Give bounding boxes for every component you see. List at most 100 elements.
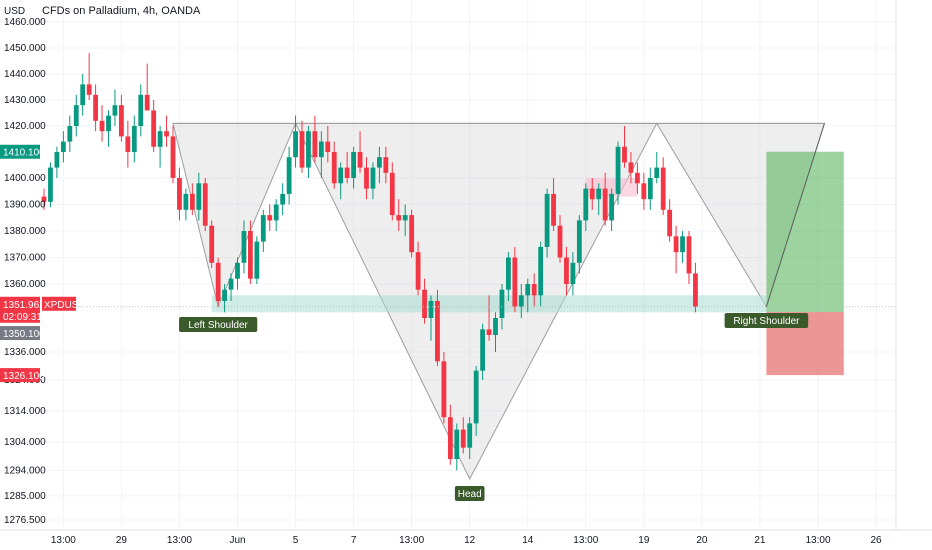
candle-body	[402, 215, 408, 221]
candle-body	[280, 193, 286, 205]
candle-body	[589, 188, 595, 200]
time-tick-label: 26	[870, 535, 882, 546]
time-tick-label: 13:00	[573, 535, 598, 546]
candle-body	[641, 183, 647, 200]
candle-body	[273, 204, 279, 221]
candle-body	[151, 110, 157, 147]
price-tick-label: 1380.000	[4, 226, 46, 237]
candle-body	[299, 131, 305, 168]
candle-body	[480, 329, 485, 371]
candle-body	[473, 370, 479, 424]
price-tick-label: 1360.000	[4, 279, 46, 290]
time-tick-label: 13:00	[51, 535, 76, 546]
candle-body	[441, 361, 447, 418]
candle-body	[60, 141, 66, 152]
time-tick-label: 13:00	[805, 535, 830, 546]
candle-body	[396, 215, 402, 221]
candle-body	[228, 278, 234, 290]
candle-body	[318, 141, 324, 158]
candle-body	[260, 215, 266, 242]
candle-body	[325, 141, 331, 152]
stop-price-tag-text: 1326.100	[3, 371, 45, 382]
candle-body	[351, 152, 356, 178]
candle-body	[119, 105, 124, 137]
countdown-tag-text: 02:09:31	[3, 312, 42, 323]
candle-body	[512, 257, 518, 307]
candle-body	[667, 209, 673, 237]
price-tick-label: 1314.000	[4, 406, 46, 417]
candle-body	[680, 236, 685, 253]
candle-body	[144, 94, 150, 111]
candle-body	[80, 84, 86, 106]
candle-body	[138, 94, 144, 126]
time-tick-label: 12	[464, 535, 476, 546]
price-tick-label: 1420.000	[4, 121, 46, 132]
candle-body	[241, 231, 247, 263]
price-tick-label: 1370.000	[4, 253, 46, 264]
candle-body	[486, 329, 492, 335]
stop-price-tag-bg	[0, 368, 40, 383]
candle-body	[499, 289, 505, 318]
price-tick-label: 1276.500	[4, 515, 46, 526]
candle-body	[99, 120, 105, 132]
countdown-tag: 02:09:31	[0, 308, 42, 323]
candle-body	[467, 423, 473, 448]
head-label-bg	[454, 486, 485, 501]
price-axis[interactable]: 1460.000 1450.000 1440.000 1430.000 1420.000…	[4, 17, 46, 526]
candle-body	[112, 105, 118, 116]
candle-body	[286, 157, 292, 194]
left-shoulder-label: Left Shoulder	[179, 317, 258, 332]
candle-body	[525, 284, 531, 296]
candle-body	[609, 193, 614, 221]
candle-body	[447, 417, 453, 460]
time-tick-label: 29	[116, 535, 128, 546]
candle-body	[551, 193, 556, 226]
target-zone	[766, 151, 844, 313]
candle-body	[209, 225, 215, 263]
projection-line	[765, 123, 825, 307]
candle-body	[583, 188, 589, 221]
candle-body	[383, 157, 389, 173]
candle-body	[635, 172, 640, 184]
time-tick-label: 13:00	[399, 535, 424, 546]
price-tick-label: 1430.000	[4, 95, 46, 106]
left-shoulder-label-bg	[179, 317, 258, 332]
candle-body	[54, 152, 60, 168]
top-price-tag-text: 1410.100	[3, 148, 45, 159]
candle-body	[183, 193, 189, 210]
candle-body	[164, 131, 169, 137]
candle-body	[106, 115, 111, 132]
candle-body	[602, 188, 608, 221]
entry-price-tag-text: 1350.100	[3, 329, 45, 340]
candle-body	[673, 236, 679, 253]
candle-body	[370, 167, 376, 189]
time-tick-label: 21	[754, 535, 766, 546]
candle-body	[454, 429, 460, 460]
candle-body	[125, 136, 131, 152]
currency-label: USD	[4, 6, 25, 17]
candle-body	[415, 252, 421, 290]
candle-body	[93, 94, 98, 121]
candle-body	[157, 131, 163, 147]
time-axis[interactable]: 13:00 29 13:00 Jun 5 7 13:00 12 14 13:00 19 20 21 13:…	[51, 535, 882, 546]
candle-body	[654, 167, 660, 178]
current-price-tag-text: 1351.962	[3, 300, 45, 311]
candle-body	[660, 167, 666, 210]
price-tick-label: 1294.000	[4, 465, 46, 476]
candle-body	[628, 162, 634, 173]
candle-body	[338, 167, 344, 184]
time-tick-label: 5	[293, 535, 299, 546]
time-tick-label: 19	[638, 535, 650, 546]
candle-body	[254, 241, 260, 279]
head-label-text: Head	[458, 489, 482, 500]
head-label: Head	[454, 486, 485, 501]
candle-body	[557, 225, 563, 258]
candle-body	[460, 429, 466, 448]
price-tick-label: 1400.000	[4, 173, 46, 184]
candle-body	[312, 131, 318, 158]
top-price-tag: 1410.100	[0, 144, 45, 159]
right-shoulder-label: Right Shoulder	[724, 313, 809, 328]
candle-body	[189, 193, 195, 210]
